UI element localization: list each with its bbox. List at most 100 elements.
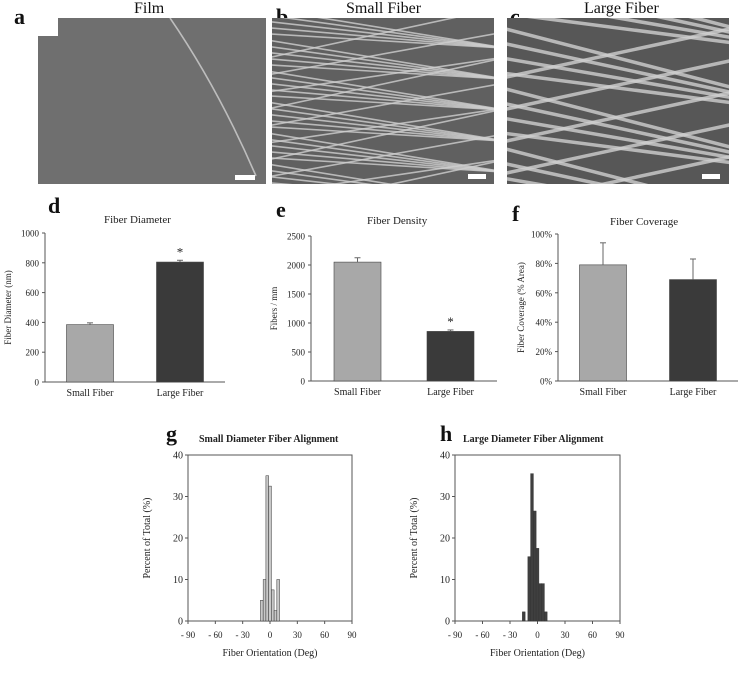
x-category-label: Large Fiber xyxy=(670,387,717,398)
x-tick-label: - 60 xyxy=(475,630,490,640)
histogram-bar xyxy=(262,579,267,622)
histogram-bar xyxy=(271,589,275,622)
y-tick-label: 1500 xyxy=(287,290,306,300)
y-axis-label: Fiber Diameter (nm) xyxy=(3,270,13,344)
small-fiber-micrograph xyxy=(272,18,494,184)
chart-h: Large Diameter Fiber Alignment 0 10 20 30 40 -… xyxy=(409,434,625,659)
bar xyxy=(333,261,382,382)
fiber-strand xyxy=(329,159,494,184)
panel-label-c: c xyxy=(510,4,520,29)
panel-label-d: d xyxy=(48,193,61,218)
chart-title: Fiber Diameter xyxy=(104,214,171,226)
x-axis-label: Fiber Orientation (Deg) xyxy=(490,648,585,659)
y-tick-label: 20% xyxy=(536,347,553,357)
y-tick-label: 2000 xyxy=(287,261,306,271)
fiber-strand xyxy=(272,84,494,126)
x-category-label: Small Fiber xyxy=(67,388,115,399)
fiber-strand xyxy=(272,176,342,184)
fiber-strand xyxy=(507,123,729,175)
fiber-strand xyxy=(272,77,494,110)
y-tick-label: 60% xyxy=(536,288,553,298)
fiber-strand xyxy=(272,102,494,140)
y-tick-label: 30 xyxy=(440,492,450,503)
x-tick-label: 30 xyxy=(293,630,303,640)
fiber-strand xyxy=(272,40,494,78)
y-tick-label: 40 xyxy=(173,451,183,462)
fiber-strand xyxy=(607,18,729,39)
fiber-strand xyxy=(272,110,494,160)
fiber-strand xyxy=(272,151,494,172)
fiber-strand xyxy=(272,52,494,79)
fiber-strand xyxy=(656,18,729,34)
x-tick-label: - 60 xyxy=(208,630,223,640)
y-tick-label: 10 xyxy=(440,575,450,586)
y-tick-label: 80% xyxy=(536,259,553,269)
y-tick-label: 400 xyxy=(26,318,40,328)
x-tick-label: 60 xyxy=(320,630,330,640)
chart-title: Large Diameter Fiber Alignment xyxy=(463,434,604,445)
bar xyxy=(66,324,114,383)
fiber-strand xyxy=(507,71,729,105)
histogram-bar xyxy=(530,473,534,622)
histogram-bar xyxy=(527,556,531,622)
x-category-label: Large Fiber xyxy=(427,387,474,398)
fiber-strand xyxy=(272,83,494,110)
fiber-strand xyxy=(272,135,494,177)
y-tick-label: 10 xyxy=(173,575,183,586)
fiber-strand xyxy=(507,27,729,89)
fiber-strand xyxy=(272,46,494,79)
fiber-strand xyxy=(272,27,494,48)
y-tick-label: 30 xyxy=(173,492,183,503)
fiber-strand xyxy=(507,27,729,79)
fiber-strand xyxy=(507,117,729,159)
histogram-bar xyxy=(260,600,264,622)
film-micrograph xyxy=(38,18,266,184)
y-axis-label: Fibers / mm xyxy=(269,287,279,331)
y-tick-label: 800 xyxy=(26,258,40,268)
chart-title: Small Diameter Fiber Alignment xyxy=(199,434,339,445)
y-tick-label: 2500 xyxy=(287,232,306,242)
fiber-strand xyxy=(272,58,494,79)
panel-label-f: f xyxy=(512,201,520,226)
fiber-strand xyxy=(595,155,729,184)
panel-title-film: Film xyxy=(134,0,165,17)
y-axis-label: Fiber Coverage (% Area) xyxy=(516,262,526,353)
x-category-label: Large Fiber xyxy=(157,388,204,399)
scale-bar xyxy=(468,174,486,179)
histogram-bar xyxy=(533,510,537,622)
fiber-strand xyxy=(507,162,608,184)
fiber-strand xyxy=(507,42,729,94)
y-tick-label: 1000 xyxy=(287,319,306,329)
y-tick-label: 200 xyxy=(26,348,40,358)
y-axis-label: Percent of Total (%) xyxy=(142,497,153,578)
chart-title: Fiber Coverage xyxy=(610,216,678,228)
fiber-strand xyxy=(272,59,494,109)
panel-title-large-fiber: Large Fiber xyxy=(584,0,659,17)
chart-e: Fiber Density 0 500 1000 1500 2000 2500 Fibers … xyxy=(269,215,497,398)
x-tick-label: 90 xyxy=(616,630,626,640)
fiber-strand xyxy=(272,33,494,49)
histogram-bar xyxy=(538,583,542,622)
bar xyxy=(156,261,204,383)
fiber-strand xyxy=(272,108,494,144)
x-tick-label: 90 xyxy=(348,630,358,640)
panel-label-h: h xyxy=(440,421,453,446)
x-tick-label: - 90 xyxy=(448,630,463,640)
x-tick-label: 30 xyxy=(561,630,571,640)
panel-label-g: g xyxy=(166,421,177,446)
bar xyxy=(579,264,627,382)
bar xyxy=(426,331,475,382)
scale-bar xyxy=(702,174,720,179)
y-tick-label: 40% xyxy=(536,318,553,328)
fiber-strand xyxy=(507,147,649,184)
fiber-strand xyxy=(272,89,494,110)
fiber-strand xyxy=(272,57,494,93)
y-tick-label: 500 xyxy=(292,348,306,358)
fiber-strand xyxy=(272,145,494,172)
large-fiber-micrograph xyxy=(507,18,729,184)
y-tick-label: 20 xyxy=(440,534,450,545)
y-tick-label: 0% xyxy=(540,377,553,387)
histogram-bar xyxy=(544,611,548,622)
panel-label-e: e xyxy=(276,197,286,222)
fiber-strand xyxy=(272,120,494,141)
